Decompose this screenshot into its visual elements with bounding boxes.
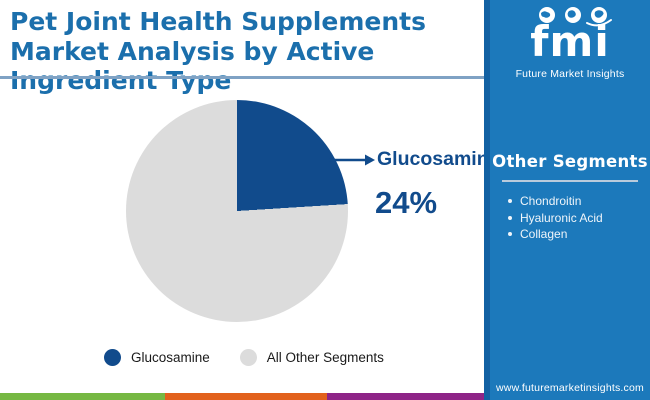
bullet-icon: [508, 215, 512, 220]
fmi-logo-graphic: fmi: [530, 7, 612, 66]
list-item-label: Hyaluronic Acid: [520, 210, 603, 225]
legend-label: All Other Segments: [266, 350, 384, 365]
callout-slice-label: Glucosamine: [377, 148, 500, 170]
bullet-icon: [508, 232, 512, 237]
arrow-head: [365, 154, 375, 166]
legend-item-glucosamine: Glucosamine: [104, 349, 210, 366]
logo-tagline: Future Market Insights: [515, 68, 625, 80]
list-item: Chondroitin: [508, 193, 603, 210]
list-item: Hyaluronic Acid: [508, 210, 603, 227]
footer-strip-purple: [327, 393, 484, 400]
globe-icon: [565, 7, 581, 23]
footer-strip-orange: [165, 393, 327, 400]
legend-swatch-glucosamine-icon: [104, 349, 121, 366]
pie-chart: [126, 100, 348, 322]
fmi-logo-letters: fmi: [530, 17, 609, 62]
legend-swatch-all-other-segments-icon: [239, 349, 257, 366]
bullet-icon: [508, 199, 512, 204]
page-title: Pet Joint Health Supplements Market Anal…: [10, 7, 426, 95]
chart-legend: Glucosamine All Other Segments: [104, 349, 384, 366]
callout-arrow-icon: [329, 154, 375, 166]
globe-icon: [586, 7, 612, 27]
list-item: Collagen: [508, 226, 603, 243]
list-item-label: Collagen: [520, 227, 568, 241]
globe-icon: [539, 7, 555, 23]
other-segments-list: Chondroitin Hyaluronic Acid Collagen: [508, 193, 603, 243]
list-item-label: Chondroitin: [520, 194, 582, 208]
title-divider: [0, 76, 484, 79]
sidebar: fmi Future Market Insights Other Segment…: [484, 0, 650, 400]
other-segments-heading: Other Segments: [492, 152, 648, 171]
legend-label: Glucosamine: [131, 350, 210, 365]
footer-strip-green: [0, 393, 165, 400]
legend-item-all-other-segments: All Other Segments: [239, 349, 384, 366]
other-segments-divider: [502, 180, 638, 182]
fmi-logo: fmi Future Market Insights: [490, 6, 650, 80]
website-url: www.futuremarketinsights.com: [496, 382, 644, 394]
callout-slice-value: 24%: [375, 185, 438, 220]
logo-swoosh: [586, 19, 612, 27]
